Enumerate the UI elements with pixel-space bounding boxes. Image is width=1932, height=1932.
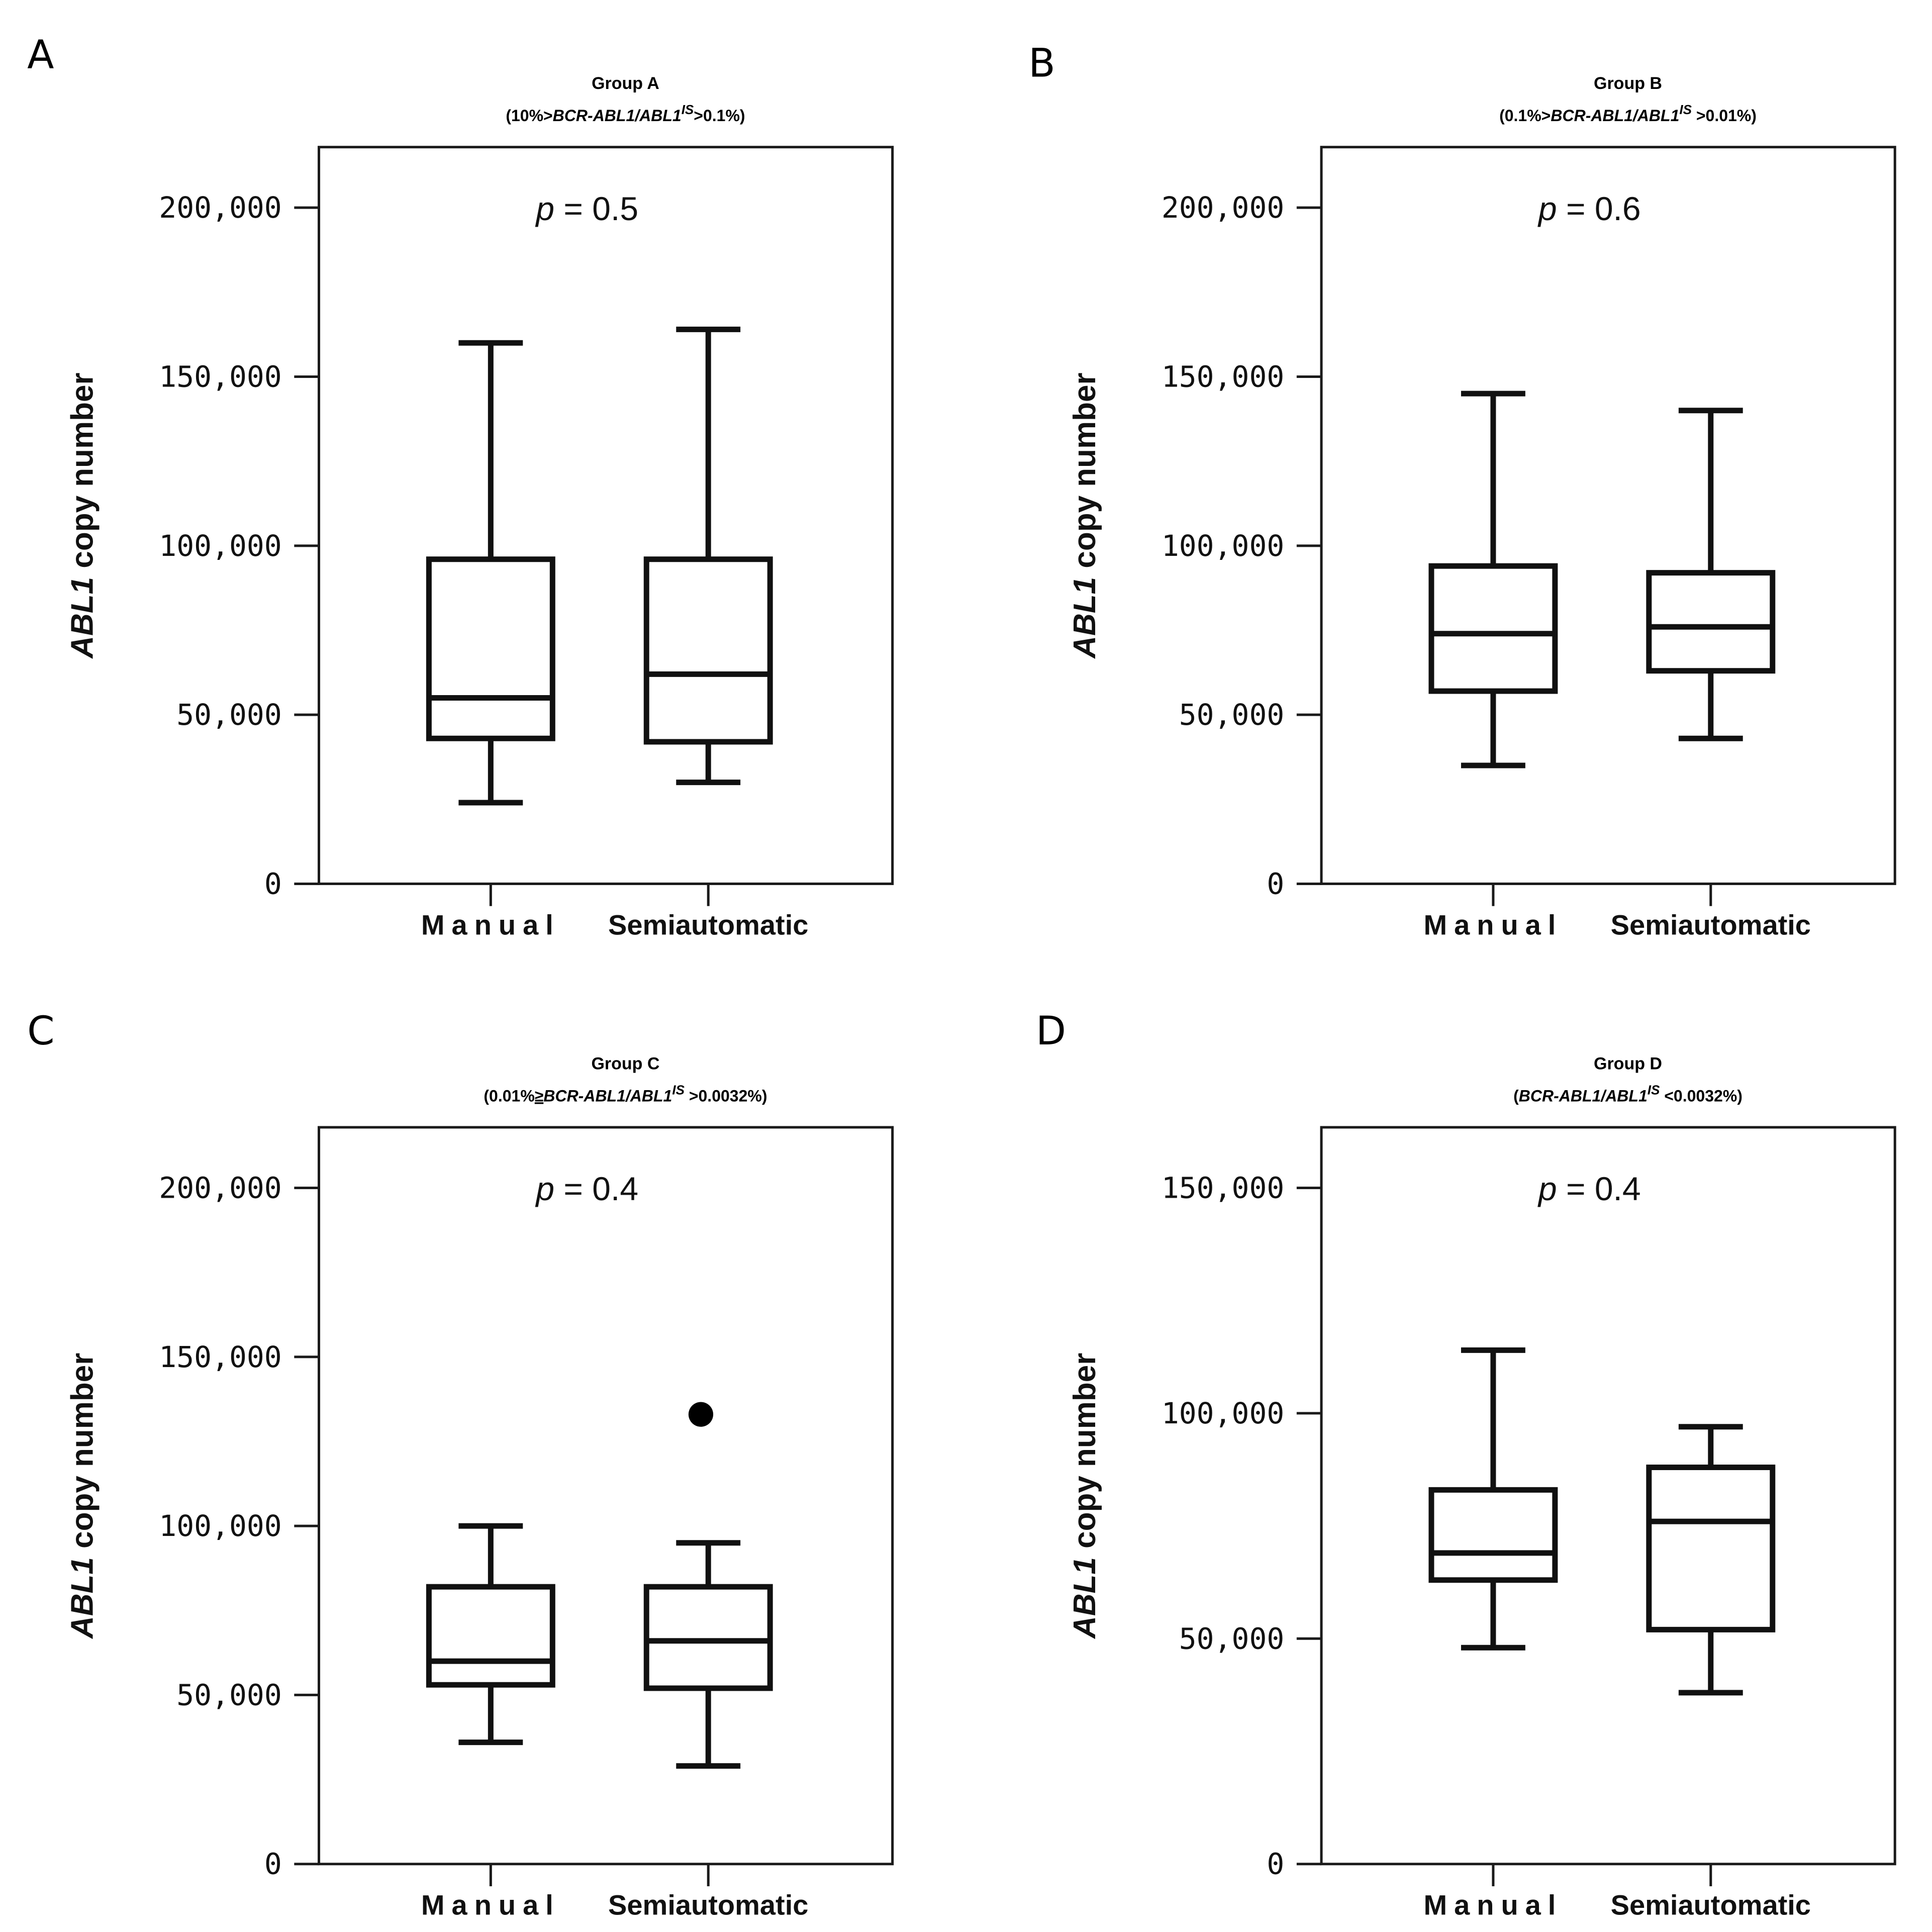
y-tick-label: 200,000 [159, 190, 281, 225]
category-label: Semiautomatic [1611, 1889, 1811, 1921]
iqr-box [426, 1584, 555, 1688]
outlier-point [688, 1402, 714, 1427]
category-label: Manual [1423, 1889, 1563, 1921]
y-tick-label: 0 [1267, 1847, 1284, 1881]
box-semiautomatic [643, 1402, 773, 1769]
panel-b: B Group B (0.1%>BCR-ABL1/ABL1IS >0.01%) 0 50… [1028, 41, 1896, 940]
y-tick-label: 100,000 [159, 1509, 281, 1543]
group-subtitle: (0.01%≥BCR-ABL1/ABL1IS >0.0032%) [484, 1082, 767, 1105]
y-tick-label: 0 [264, 1847, 282, 1881]
box-semiautomatic [1646, 1424, 1776, 1696]
group-title: Group B [1594, 74, 1662, 93]
p-value: p = 0.4 [1537, 1170, 1641, 1207]
group-subtitle: (10%>BCR-ABL1/ABL1IS>0.1%) [506, 102, 745, 125]
y-axis-label: ABL1 copy number [65, 1353, 100, 1639]
y-tick-label: 200,000 [1162, 190, 1284, 225]
iqr-box [643, 1584, 773, 1691]
y-tick-label: 50,000 [176, 698, 282, 732]
box-semiautomatic [643, 326, 773, 786]
p-value: p = 0.4 [535, 1170, 638, 1207]
box-manual [1428, 391, 1558, 768]
group-subtitle: (BCR-ABL1/ABL1IS <0.0032%) [1513, 1082, 1743, 1105]
iqr-box [1646, 570, 1776, 674]
panel-letter: B [1028, 41, 1055, 86]
panel-letter: A [27, 32, 54, 77]
category-label: Semiautomatic [608, 1889, 808, 1921]
plot-frame [1320, 1126, 1896, 1866]
iqr-box [1428, 1487, 1558, 1583]
y-tick-label: 100,000 [1162, 1396, 1284, 1430]
y-tick-label: 150,000 [159, 1340, 281, 1374]
group-title: Group D [1594, 1054, 1662, 1073]
group-subtitle: (0.1%>BCR-ABL1/ABL1IS >0.01%) [1499, 102, 1757, 125]
group-title: Group C [591, 1054, 659, 1073]
plot-frame [1320, 146, 1896, 885]
y-tick-label: 50,000 [176, 1678, 282, 1712]
panel-letter: C [27, 1009, 54, 1054]
iqr-box [1646, 1465, 1776, 1632]
category-label: Manual [421, 909, 560, 940]
y-axis-label: ABL1 copy number [1068, 1353, 1102, 1639]
box-manual [426, 340, 555, 806]
panel-d: D Group D (BCR-ABL1/ABL1IS <0.0032%) 0 50,00… [1036, 1009, 1896, 1921]
y-axis-label: ABL1 copy number [1068, 372, 1102, 659]
plot-frame [318, 146, 894, 885]
iqr-box [643, 556, 773, 745]
y-tick-label: 100,000 [159, 529, 281, 563]
panel-c: C Group C (0.01%≥BCR-ABL1/ABL1IS >0.0032%)… [27, 1009, 894, 1921]
category-label: Manual [421, 1889, 560, 1921]
y-tick-label: 50,000 [1179, 1621, 1285, 1656]
y-tick-label: 150,000 [1162, 1171, 1284, 1205]
p-value: p = 0.6 [1537, 190, 1641, 227]
panel-letter: D [1036, 1009, 1066, 1054]
y-tick-label: 150,000 [159, 359, 281, 394]
iqr-box [426, 556, 555, 741]
y-tick-label: 150,000 [1162, 359, 1284, 394]
category-label: Semiautomatic [1611, 909, 1811, 940]
y-tick-label: 50,000 [1179, 698, 1285, 732]
y-axis-label: ABL1 copy number [65, 372, 100, 659]
group-title: Group A [592, 74, 659, 93]
category-label: Manual [1423, 909, 1563, 940]
y-tick-label: 100,000 [1162, 529, 1284, 563]
category-label: Semiautomatic [608, 909, 808, 940]
panel-a: A Group A (10%>BCR-ABL1/ABL1IS>0.1%) 0 50,00… [27, 32, 894, 940]
box-manual [426, 1523, 555, 1746]
box-manual [1428, 1347, 1558, 1651]
p-value: p = 0.5 [535, 190, 638, 227]
y-tick-label: 0 [264, 866, 282, 901]
plot-frame [318, 1126, 894, 1866]
iqr-box [1428, 563, 1558, 694]
y-tick-label: 200,000 [159, 1171, 281, 1205]
box-semiautomatic [1646, 408, 1776, 741]
y-tick-label: 0 [1267, 866, 1284, 901]
